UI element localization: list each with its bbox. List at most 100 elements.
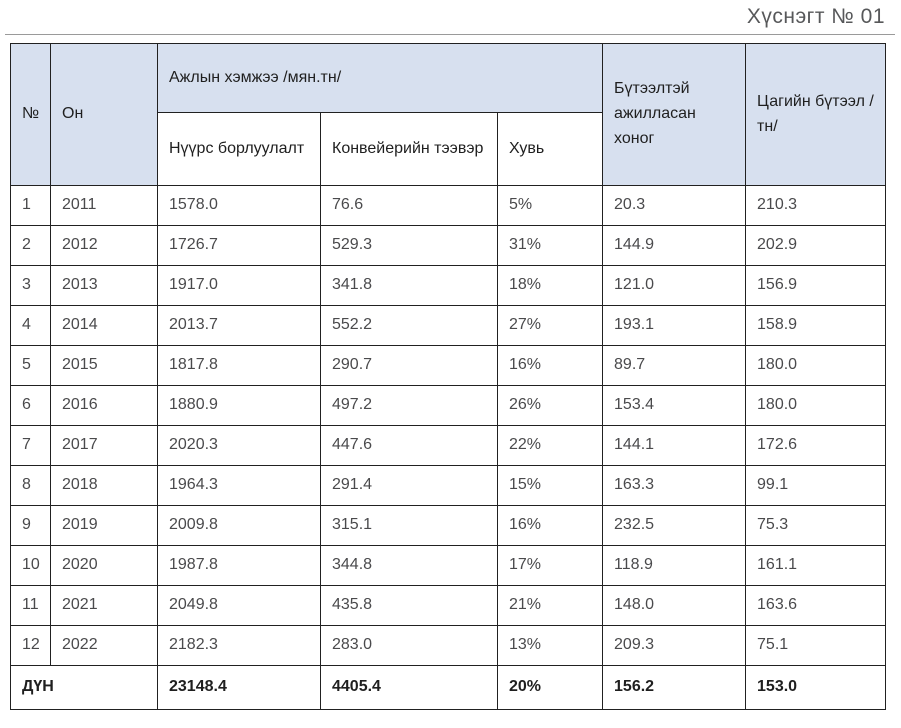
cell-coal: 1578.0 bbox=[157, 185, 321, 226]
cell-percent: 15% bbox=[496, 465, 604, 506]
cell-hourly: 161.1 bbox=[745, 545, 887, 586]
cell-hourly: 75.3 bbox=[745, 505, 887, 546]
cell-no: 10 bbox=[10, 545, 51, 586]
cell-percent: 16% bbox=[496, 505, 604, 546]
cell-year: 2013 bbox=[50, 265, 158, 306]
cell-hourly: 180.0 bbox=[745, 385, 887, 426]
cell-coal: 1880.9 bbox=[157, 385, 321, 426]
cell-percent: 5% bbox=[496, 185, 604, 226]
header-col-productive-days: Бүтээлтэй ажилласан хоног bbox=[602, 43, 747, 186]
title-divider-line bbox=[5, 34, 895, 35]
cell-year: 2015 bbox=[50, 345, 158, 386]
cell-no: 4 bbox=[10, 305, 51, 346]
header-sub-conveyor-transport: Конвейерийн тээвэр bbox=[320, 112, 498, 186]
cell-percent: 16% bbox=[496, 345, 604, 386]
cell-percent: 17% bbox=[496, 545, 604, 586]
cell-days: 89.7 bbox=[602, 345, 747, 386]
cell-conveyor: 344.8 bbox=[320, 545, 498, 586]
cell-hourly: 180.0 bbox=[745, 345, 887, 386]
cell-no: 7 bbox=[10, 425, 51, 466]
header-col-no: № bbox=[10, 43, 51, 186]
header-group-work-volume: Ажлын хэмжээ /мян.тн/ bbox=[156, 43, 604, 113]
table-row: 4 2014 2013.7 552.2 27% 193.1 158.9 bbox=[10, 305, 887, 346]
table-row: 2 2012 1726.7 529.3 31% 144.9 202.9 bbox=[10, 225, 887, 266]
cell-conveyor: 552.2 bbox=[320, 305, 498, 346]
cell-coal: 1917.0 bbox=[157, 265, 321, 306]
cell-no: 12 bbox=[10, 625, 51, 666]
cell-conveyor: 529.3 bbox=[320, 225, 498, 266]
cell-hourly: 156.9 bbox=[745, 265, 887, 306]
cell-year: 2021 bbox=[50, 585, 158, 626]
cell-no: 11 bbox=[10, 585, 51, 626]
cell-days: 118.9 bbox=[602, 545, 747, 586]
cell-coal: 2049.8 bbox=[157, 585, 321, 626]
cell-no: 9 bbox=[10, 505, 51, 546]
cell-hourly: 163.6 bbox=[745, 585, 887, 626]
table-row: 8 2018 1964.3 291.4 15% 163.3 99.1 bbox=[10, 465, 887, 506]
total-days: 156.2 bbox=[602, 665, 747, 710]
cell-coal: 1964.3 bbox=[157, 465, 321, 506]
cell-percent: 13% bbox=[496, 625, 604, 666]
table-row: 1 2011 1578.0 76.6 5% 20.3 210.3 bbox=[10, 185, 887, 226]
table-row: 7 2017 2020.3 447.6 22% 144.1 172.6 bbox=[10, 425, 887, 466]
page-title: Хүснэгт № 01 bbox=[746, 5, 885, 28]
cell-days: 193.1 bbox=[602, 305, 747, 346]
cell-conveyor: 291.4 bbox=[320, 465, 498, 506]
cell-conveyor: 497.2 bbox=[320, 385, 498, 426]
cell-days: 163.3 bbox=[602, 465, 747, 506]
cell-no: 2 bbox=[10, 225, 51, 266]
cell-conveyor: 76.6 bbox=[320, 185, 498, 226]
table-row: 10 2020 1987.8 344.8 17% 118.9 161.1 bbox=[10, 545, 887, 586]
header-sub-coal-sales: Нүүрс борлуулалт bbox=[157, 112, 321, 186]
cell-percent: 18% bbox=[496, 265, 604, 306]
cell-hourly: 75.1 bbox=[745, 625, 887, 666]
cell-coal: 1817.8 bbox=[157, 345, 321, 386]
cell-conveyor: 290.7 bbox=[320, 345, 498, 386]
cell-hourly: 202.9 bbox=[745, 225, 887, 266]
cell-year: 2020 bbox=[50, 545, 158, 586]
cell-no: 8 bbox=[10, 465, 51, 506]
cell-year: 2011 bbox=[50, 185, 158, 226]
total-label: ДҮН bbox=[10, 665, 158, 710]
cell-days: 144.1 bbox=[602, 425, 747, 466]
cell-year: 2018 bbox=[50, 465, 158, 506]
cell-days: 20.3 bbox=[602, 185, 747, 226]
cell-coal: 1987.8 bbox=[157, 545, 321, 586]
table-row: 9 2019 2009.8 315.1 16% 232.5 75.3 bbox=[10, 505, 887, 546]
cell-year: 2017 bbox=[50, 425, 158, 466]
cell-days: 232.5 bbox=[602, 505, 747, 546]
cell-conveyor: 447.6 bbox=[320, 425, 498, 466]
cell-coal: 2182.3 bbox=[157, 625, 321, 666]
cell-percent: 22% bbox=[496, 425, 604, 466]
cell-percent: 21% bbox=[496, 585, 604, 626]
cell-conveyor: 315.1 bbox=[320, 505, 498, 546]
cell-hourly: 99.1 bbox=[745, 465, 887, 506]
table-row: 12 2022 2182.3 283.0 13% 209.3 75.1 bbox=[10, 625, 887, 666]
cell-year: 2022 bbox=[50, 625, 158, 666]
table-row: 5 2015 1817.8 290.7 16% 89.7 180.0 bbox=[10, 345, 887, 386]
cell-no: 6 bbox=[10, 385, 51, 426]
table-row: 3 2013 1917.0 341.8 18% 121.0 156.9 bbox=[10, 265, 887, 306]
header-row-top: № Он Ажлын хэмжээ /мян.тн/ Бүтээлтэй ажи… bbox=[10, 43, 887, 186]
table-row: 6 2016 1880.9 497.2 26% 153.4 180.0 bbox=[10, 385, 887, 426]
total-coal: 23148.4 bbox=[157, 665, 321, 710]
cell-days: 121.0 bbox=[602, 265, 747, 306]
total-hourly: 153.0 bbox=[745, 665, 887, 710]
header-col-hourly-output: Цагийн бүтээл /тн/ bbox=[745, 43, 887, 186]
cell-conveyor: 283.0 bbox=[320, 625, 498, 666]
cell-year: 2014 bbox=[50, 305, 158, 346]
cell-coal: 2009.8 bbox=[157, 505, 321, 546]
total-percent: 20% bbox=[496, 665, 604, 710]
table-body: 1 2011 1578.0 76.6 5% 20.3 210.3 2 2012 … bbox=[10, 185, 887, 710]
header-col-year: Он bbox=[50, 43, 158, 186]
cell-no: 3 bbox=[10, 265, 51, 306]
cell-coal: 2020.3 bbox=[157, 425, 321, 466]
total-conveyor: 4405.4 bbox=[320, 665, 498, 710]
table-row: 11 2021 2049.8 435.8 21% 148.0 163.6 bbox=[10, 585, 887, 626]
cell-year: 2016 bbox=[50, 385, 158, 426]
header-sub-percent: Хувь bbox=[496, 112, 604, 186]
cell-conveyor: 341.8 bbox=[320, 265, 498, 306]
cell-no: 1 bbox=[10, 185, 51, 226]
cell-hourly: 172.6 bbox=[745, 425, 887, 466]
